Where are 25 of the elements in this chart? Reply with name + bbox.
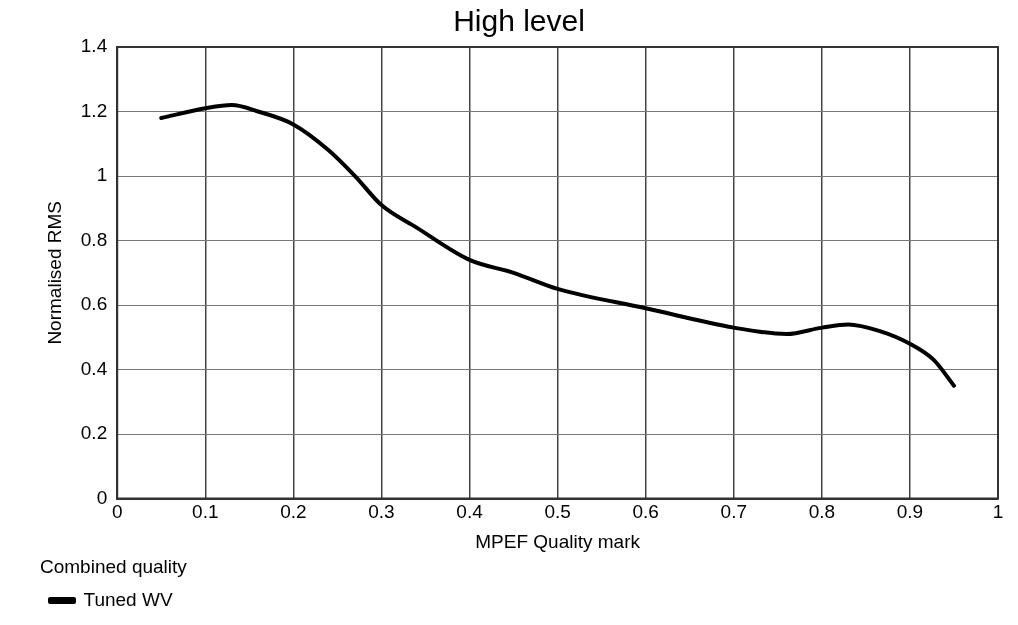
y-tick-label: 0.4 — [80, 357, 108, 379]
x-tick-label: 0.5 — [544, 501, 571, 523]
x-tick-label: 0.9 — [896, 501, 924, 523]
y-tick-label: 1 — [96, 164, 108, 186]
x-tick-label: 0 — [111, 501, 123, 523]
x-tick-label: 0.1 — [192, 501, 219, 523]
x-tick-label: 0.8 — [808, 501, 836, 523]
y-tick-label: 0.8 — [80, 228, 108, 250]
chart-title: High level — [453, 4, 585, 38]
y-tick-label: 1.4 — [80, 35, 108, 57]
y-tick-label: 0.2 — [80, 422, 108, 444]
legend-label: Tuned WV — [83, 588, 173, 610]
x-tick-label: 0.2 — [280, 501, 307, 523]
x-tick-label: 1 — [992, 501, 1004, 523]
y-tick-label: 0 — [96, 486, 108, 508]
x-tick-label: 0.4 — [456, 501, 484, 523]
line-series — [159, 103, 956, 388]
y-tick-label: 0.6 — [80, 293, 108, 315]
y-axis-title: Normalised RMS — [43, 201, 65, 345]
x-tick-label: 0.6 — [632, 501, 659, 523]
y-tick-label: 1.2 — [80, 99, 108, 121]
x-tick-label: 0.3 — [368, 501, 395, 523]
legend-title: Combined quality — [40, 555, 188, 577]
x-axis-title: MPEF Quality mark — [475, 531, 641, 553]
x-tick-label: 0.7 — [720, 501, 747, 523]
